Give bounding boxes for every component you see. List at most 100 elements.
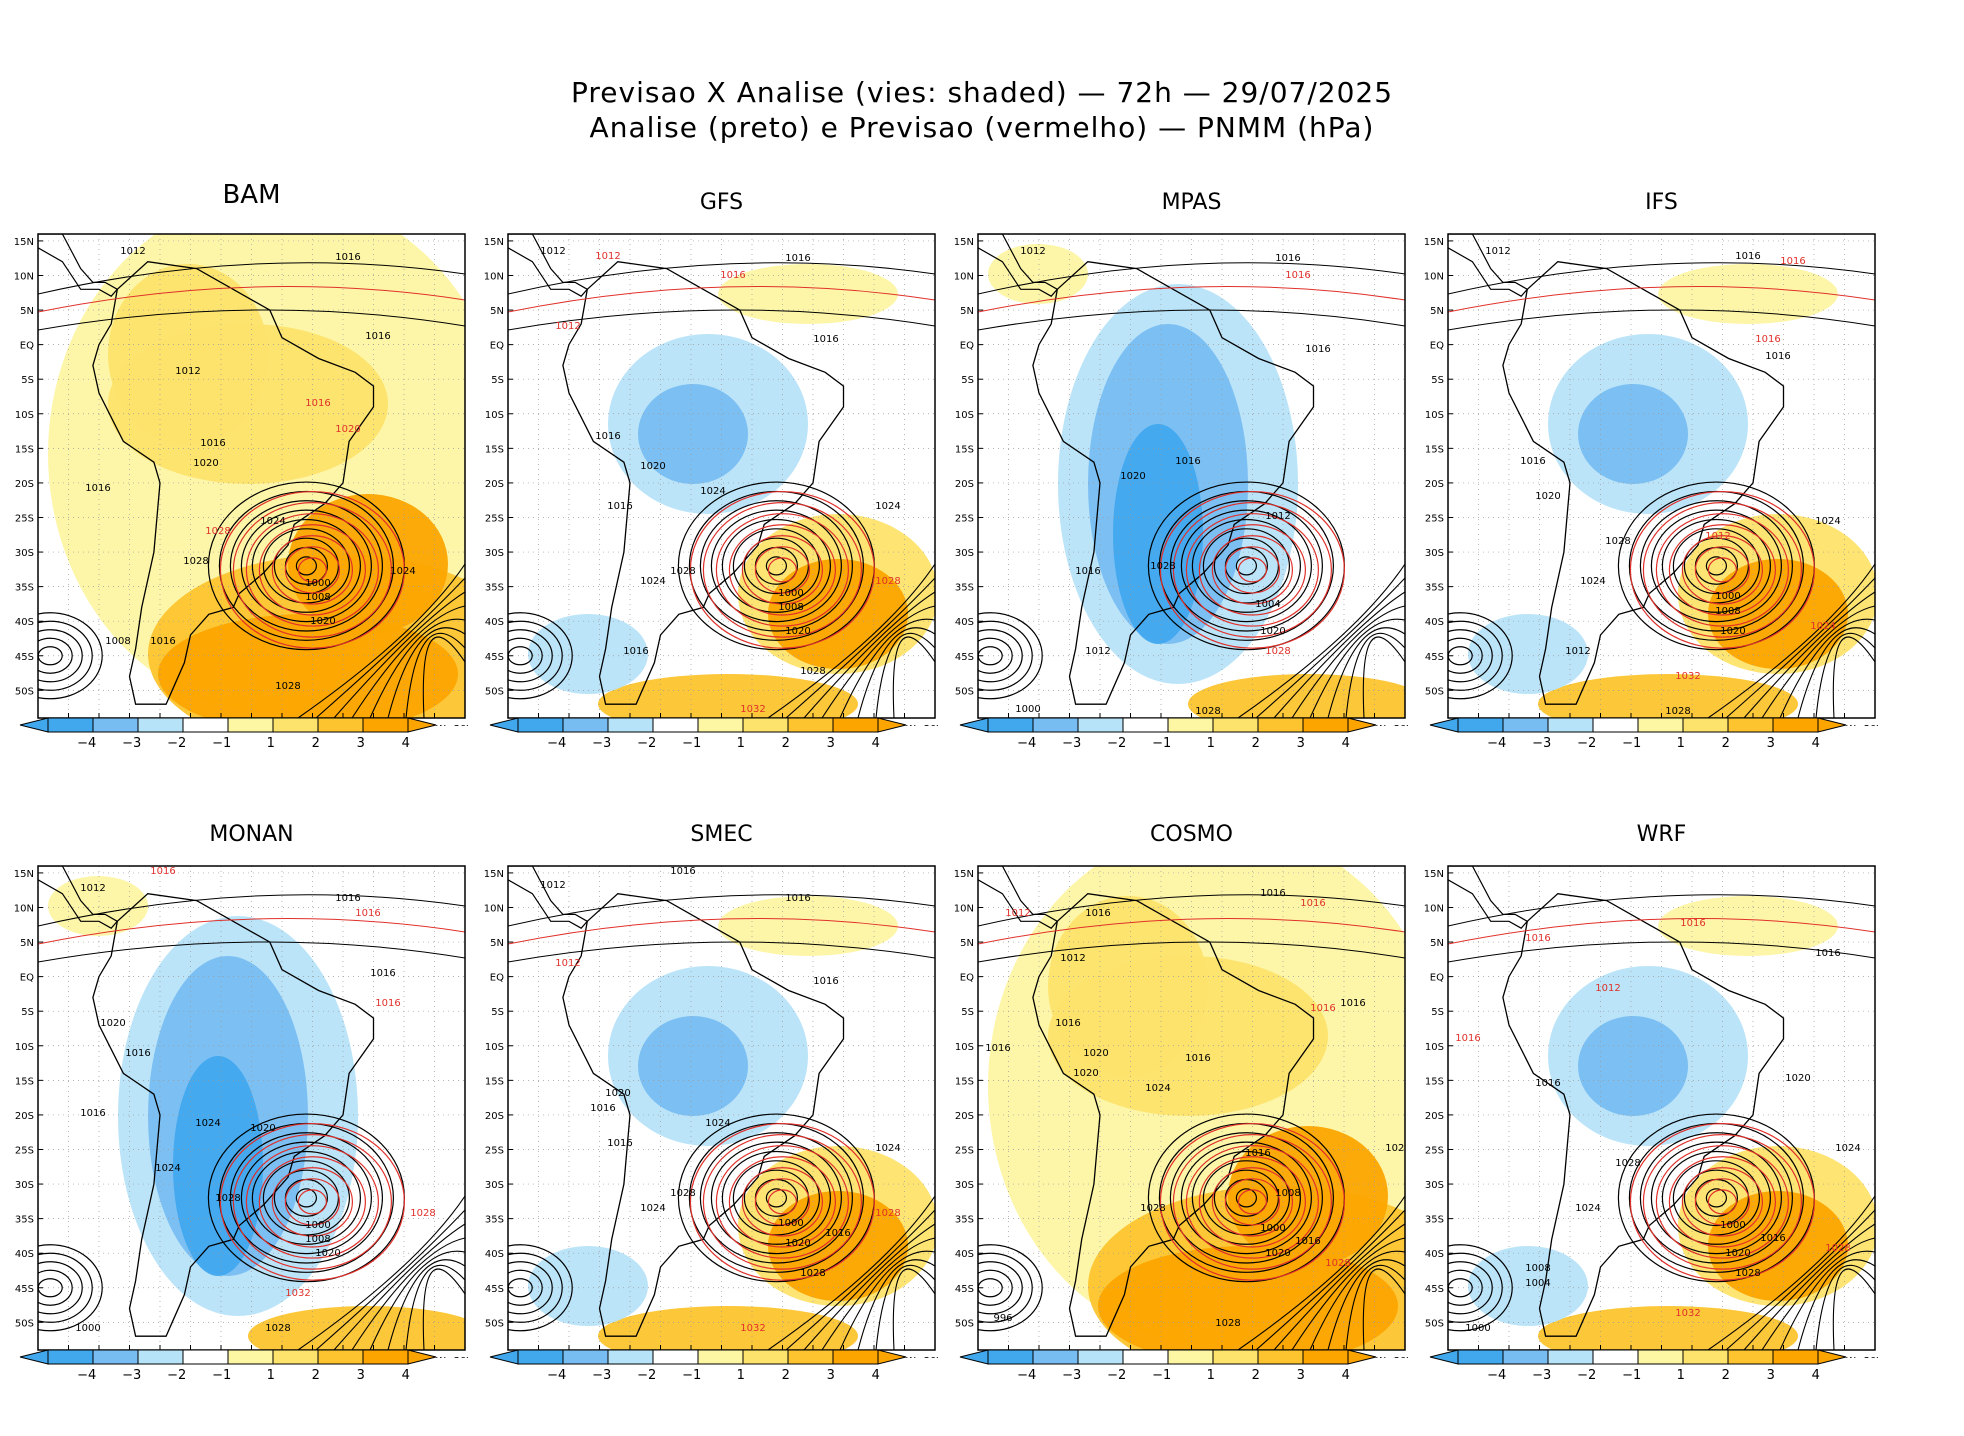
isobar-label: 1012 <box>1705 531 1730 542</box>
isobar-label: 1028 <box>1605 536 1630 547</box>
isobar-label: 1016 <box>813 334 838 345</box>
lat-tick-label: 30S <box>955 1180 974 1191</box>
colorbar-label: 1 <box>737 736 745 751</box>
lat-tick-label: 10N <box>484 903 504 914</box>
lat-tick-label: 25S <box>1425 513 1444 524</box>
isobar-label: 1012 <box>175 366 200 377</box>
lat-tick-label: EQ <box>960 973 974 984</box>
lat-tick-label: 20S <box>15 1111 34 1122</box>
bias-shading-pos2 <box>108 264 268 444</box>
isobar-label: 1028 <box>410 1208 435 1219</box>
isobar-label: 1028 <box>1665 706 1690 717</box>
colorbar-label: −1 <box>1622 736 1641 751</box>
colorbar: −4 −3 −2 −1 1 2 3 4 <box>959 717 1377 751</box>
lat-tick-label: 5S <box>491 375 504 386</box>
colorbar: −4 −3 −2 −1 1 2 3 4 <box>1429 1349 1847 1383</box>
bias-shading-neg4 <box>1113 424 1203 644</box>
panel-bam: BAM 1012 1016 1016 1012 1016 1020 1016 1024 1028 1… <box>0 180 470 790</box>
isobar-label: 1008 <box>1715 606 1740 617</box>
colorbar-label: 2 <box>782 1368 790 1383</box>
isobar-label: 1024 <box>195 1118 220 1129</box>
lat-tick-label: 10S <box>1425 1042 1444 1053</box>
south-america-coastline <box>1502 261 1785 705</box>
bias-shading-neg2 <box>528 614 648 694</box>
colorbar-label: 3 <box>1297 1368 1305 1383</box>
isobar-label: 1020 <box>310 616 335 627</box>
isobar-label: 1020 <box>605 1088 630 1099</box>
colorbar-label: −2 <box>1577 736 1596 751</box>
isobar-label: 1012 <box>555 958 580 969</box>
isobar-label: 1020 <box>785 626 810 637</box>
colorbar-label: 3 <box>827 1368 835 1383</box>
panel-title: MONAN <box>209 822 294 847</box>
colorbar-label: 4 <box>1342 736 1350 751</box>
colorbar-label: −4 <box>1017 736 1036 751</box>
colorbar-label: 2 <box>1722 736 1730 751</box>
isobar-label: 1024 <box>705 1118 730 1129</box>
isobar-label: 1016 <box>200 438 225 449</box>
isobar-label: 1016 <box>1765 351 1790 362</box>
lat-tick-label: 10S <box>1425 410 1444 421</box>
bias-shading-neg3 <box>638 1016 748 1116</box>
isobar-label: 1016 <box>1285 270 1310 281</box>
isobar-label: 1016 <box>590 1103 615 1114</box>
south-america-coastline <box>92 893 375 1337</box>
pressure-map: 1012 1012 1016 1016 1016 1012 1016 1020 1024 1016… <box>484 233 940 726</box>
lat-tick-label: 50S <box>15 1318 34 1329</box>
lat-tick-label: 40S <box>485 617 504 628</box>
isobar-label: 1000 <box>1465 1323 1490 1334</box>
lat-tick-label: EQ <box>1430 341 1444 352</box>
lat-tick-label: 45S <box>1425 652 1444 663</box>
colorbar-label: −4 <box>1487 736 1506 751</box>
isobar-label: 1020 <box>640 461 665 472</box>
isobar-label: 1024 <box>390 566 415 577</box>
isobar-label: 1020 <box>1785 1073 1810 1084</box>
bias-shading-pos2 <box>1048 896 1208 1076</box>
isobar-label: 1016 <box>623 646 648 657</box>
figure-title-line1: Previsao X Analise (vies: shaded) — 72h … <box>570 76 1394 109</box>
colorbar-label: −4 <box>1487 1368 1506 1383</box>
lat-tick-label: 5N <box>960 938 974 949</box>
lon-tick-label: 20W <box>1394 724 1410 726</box>
colorbar-label: −2 <box>637 736 656 751</box>
isobar-label: 1012 <box>1005 908 1030 919</box>
isobar-label: 1016 <box>1780 256 1805 267</box>
isobar-label: 1008 <box>1525 1263 1550 1274</box>
isobar-label: 1012 <box>1020 246 1045 257</box>
colorbar-label: 1 <box>1207 1368 1215 1383</box>
isobar-label: 1000 <box>778 1218 803 1229</box>
isobar-label: 1028 <box>1150 561 1175 572</box>
isobar-label: 1000 <box>1015 704 1040 715</box>
isobar-label: 1032 <box>1675 1308 1700 1319</box>
colorbar-label: −2 <box>167 1368 186 1383</box>
bias-shading-pos1 <box>1658 264 1838 324</box>
isobar-label: 1016 <box>1735 251 1760 262</box>
colorbar-label: 1 <box>267 1368 275 1383</box>
lat-tick-label: 5N <box>1430 938 1444 949</box>
isobar-label: 1012 <box>120 246 145 257</box>
panel-title: GFS <box>699 190 744 215</box>
isobar-label: 1000 <box>1260 1223 1285 1234</box>
lat-tick-label: 15N <box>1424 237 1444 248</box>
lat-tick-label: 5N <box>960 306 974 317</box>
colorbar-label: 4 <box>872 1368 880 1383</box>
colorbar-label: 1 <box>267 736 275 751</box>
lon-tick-label: 20W <box>1864 724 1880 726</box>
colorbar-label: 1 <box>737 1368 745 1383</box>
colorbar-label: 2 <box>1252 1368 1260 1383</box>
isobar-label: 1028 <box>670 566 695 577</box>
lat-tick-label: 15S <box>955 444 974 455</box>
lat-tick-label: 45S <box>1425 1284 1444 1295</box>
isobar-label: 1028 <box>1615 1158 1640 1169</box>
colorbar-label: 3 <box>1297 736 1305 751</box>
bias-shading-neg3 <box>638 384 748 484</box>
panel-mpas: MPAS 1012 1016 1016 1016 1020 1016 1012 1016 1028… <box>940 190 1410 790</box>
lat-tick-label: 25S <box>955 1145 974 1156</box>
lat-tick-label: 40S <box>1425 617 1444 628</box>
isobar-label: 1016 <box>825 1228 850 1239</box>
bias-shading-pos1 <box>988 244 1088 304</box>
isobar-label: 1016 <box>1305 344 1330 355</box>
lat-tick-label: 35S <box>1425 1215 1444 1226</box>
colorbar-label: 2 <box>312 736 320 751</box>
south-america-coastline <box>1032 893 1315 1337</box>
